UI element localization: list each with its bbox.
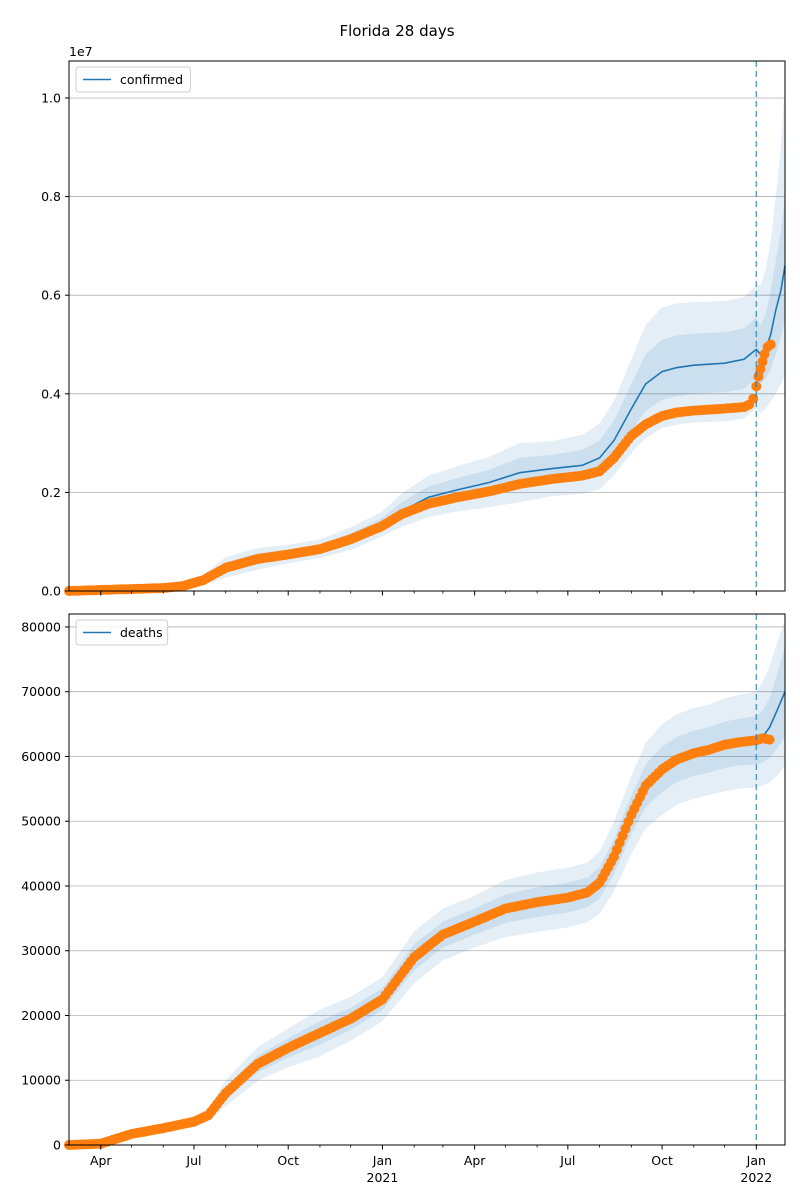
- confirmed-ytick-label-2: 0.4: [41, 386, 61, 401]
- deaths-ytick-label-1: 10000: [21, 1073, 61, 1088]
- deaths-legend-label: deaths: [120, 625, 163, 640]
- xtick-label-0: Apr: [90, 1153, 112, 1168]
- confirmed-offset-text: 1e7: [69, 44, 93, 59]
- xtick-label-4: Apr: [464, 1153, 486, 1168]
- xtick-label-1: Jul: [185, 1153, 201, 1168]
- deaths-panel: 0 10000 20000 30000 40000 50000 60000 70000 8000…: [21, 613, 786, 1185]
- deaths-legend-box: [75, 619, 169, 646]
- deaths-ytick-label-8: 80000: [21, 619, 61, 634]
- deaths-observed-point-31: [764, 734, 775, 745]
- confirmed-observed-points: [64, 339, 776, 596]
- xtick-label-2: Oct: [277, 1153, 299, 1168]
- xtick-label-3: Jan: [372, 1153, 392, 1168]
- confirmed-legend-label: confirmed: [120, 72, 183, 87]
- deaths-legend: deaths: [75, 619, 169, 646]
- xtick-label-7: Jan: [746, 1153, 766, 1168]
- confirmed-band-1: [69, 196, 785, 591]
- figure-title: Florida 28 days: [339, 22, 454, 40]
- confirmed-ytick-label-4: 0.8: [41, 189, 61, 204]
- confirmed-ytick-label-3: 0.6: [41, 288, 61, 303]
- confirmed-ytick-label-5: 1.0: [41, 90, 61, 105]
- deaths-ytick-label-0: 0: [53, 1138, 61, 1153]
- deaths-ytick-label-5: 50000: [21, 814, 61, 829]
- confirmed-ytick-label-0: 0.0: [41, 584, 61, 599]
- xtick-year-label-7: 2022: [740, 1170, 772, 1185]
- confirmed-panel: 0.0 0.2 0.4 0.6 0.8 1.0 1e7 confirmed: [41, 44, 786, 599]
- xtick-label-6: Oct: [651, 1153, 673, 1168]
- xtick-year-label-3: 2021: [367, 1170, 399, 1185]
- confirmed-observed-point-35: [765, 339, 776, 350]
- deaths-ytick-label-4: 40000: [21, 878, 61, 893]
- xtick-label-5: Jul: [559, 1153, 575, 1168]
- confirmed-ytick-label-1: 0.2: [41, 485, 61, 500]
- deaths-axes-frame: [68, 613, 786, 1146]
- confirmed-legend-box: [75, 66, 191, 93]
- confirmed-legend: confirmed: [75, 66, 191, 93]
- deaths-ytick-label-3: 30000: [21, 943, 61, 958]
- deaths-ytick-label-7: 70000: [21, 684, 61, 699]
- deaths-ytick-label-2: 20000: [21, 1008, 61, 1023]
- confirmed-axes-frame: [68, 60, 786, 592]
- deaths-ytick-label-6: 60000: [21, 749, 61, 764]
